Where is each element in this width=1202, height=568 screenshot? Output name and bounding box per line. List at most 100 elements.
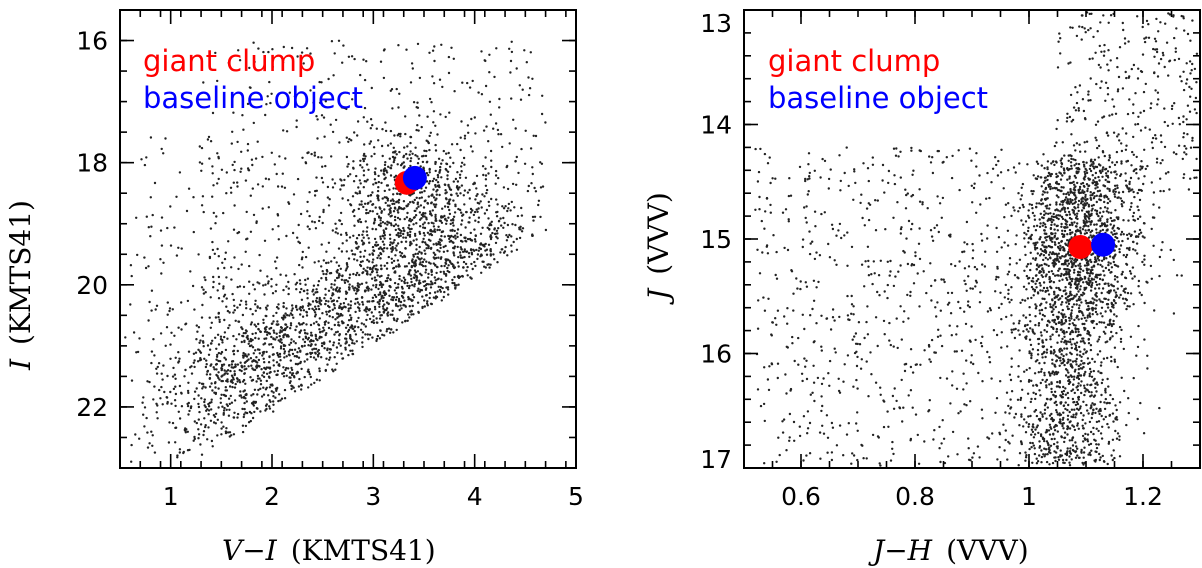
field-star <box>1050 382 1053 385</box>
field-star <box>312 322 316 325</box>
field-star <box>256 281 259 284</box>
field-star <box>488 53 491 56</box>
field-star <box>1070 352 1073 356</box>
field-star <box>350 249 353 252</box>
field-star <box>1096 353 1100 356</box>
field-star <box>300 344 304 348</box>
field-star <box>481 193 484 196</box>
field-star <box>510 50 514 54</box>
field-star <box>208 385 212 388</box>
field-star <box>258 253 261 257</box>
field-star <box>1032 242 1035 245</box>
field-star <box>1030 203 1034 207</box>
field-star <box>1087 412 1090 415</box>
field-star <box>495 211 498 214</box>
field-star <box>174 404 177 408</box>
field-star <box>336 286 339 289</box>
field-star <box>259 307 262 310</box>
field-star <box>246 142 250 146</box>
field-star <box>428 233 431 236</box>
field-star <box>1132 376 1135 380</box>
field-star <box>359 159 362 162</box>
field-star <box>372 183 375 186</box>
field-star <box>249 230 253 233</box>
field-star <box>306 297 309 300</box>
field-star <box>430 201 433 204</box>
field-star <box>1068 381 1072 384</box>
field-star <box>1002 187 1005 190</box>
field-star <box>265 350 268 354</box>
field-star <box>334 289 338 292</box>
field-star <box>1053 401 1056 405</box>
field-star <box>232 378 235 381</box>
field-star <box>341 274 344 277</box>
field-star <box>355 241 358 245</box>
field-star <box>425 172 429 175</box>
field-star <box>1004 438 1007 442</box>
field-star <box>307 304 310 307</box>
field-star <box>379 329 382 332</box>
field-star <box>202 385 205 388</box>
field-star <box>1091 165 1095 168</box>
field-star <box>328 348 332 351</box>
field-star <box>389 199 393 202</box>
field-star <box>334 318 337 321</box>
field-star <box>1075 357 1078 361</box>
field-star <box>306 358 309 361</box>
field-star <box>1082 160 1085 164</box>
field-star <box>371 191 374 194</box>
field-star <box>1097 410 1100 413</box>
field-star <box>363 157 366 160</box>
field-star <box>285 374 288 377</box>
field-star <box>432 225 436 228</box>
field-star <box>408 316 411 319</box>
field-star <box>1077 318 1080 321</box>
field-star <box>314 291 317 294</box>
field-star <box>416 42 420 46</box>
field-star <box>1021 182 1025 186</box>
field-star <box>268 371 271 374</box>
field-star <box>480 271 483 274</box>
field-star <box>178 384 182 388</box>
field-star <box>1059 413 1063 416</box>
field-star <box>391 296 394 299</box>
field-star <box>1060 215 1064 219</box>
field-star <box>384 129 388 133</box>
field-star <box>400 307 403 310</box>
field-star <box>433 257 436 260</box>
field-star <box>432 196 436 199</box>
field-star <box>443 290 446 294</box>
field-star <box>1089 198 1093 201</box>
field-star <box>225 192 228 195</box>
field-star <box>532 134 535 137</box>
field-star <box>358 273 361 277</box>
field-star <box>242 128 245 131</box>
field-star <box>196 360 200 363</box>
field-star <box>215 362 218 366</box>
field-star <box>1089 289 1093 292</box>
field-star <box>349 318 353 321</box>
field-star <box>447 151 450 155</box>
field-star <box>1057 456 1060 459</box>
field-star <box>437 285 440 288</box>
field-star <box>1029 320 1032 323</box>
field-star <box>272 395 275 398</box>
field-star <box>431 209 434 212</box>
field-star <box>1111 397 1115 401</box>
field-star <box>1018 452 1022 455</box>
field-star <box>430 270 433 274</box>
field-star <box>262 50 265 54</box>
field-star <box>218 320 221 324</box>
field-star <box>282 334 285 337</box>
field-star <box>1062 354 1065 358</box>
field-star <box>257 328 260 331</box>
field-star <box>251 378 255 382</box>
field-star <box>430 246 433 250</box>
field-star <box>1064 210 1067 214</box>
field-star <box>418 211 422 214</box>
field-star <box>1090 229 1094 232</box>
field-star <box>295 125 298 129</box>
field-star <box>1084 370 1087 374</box>
field-star <box>305 311 309 314</box>
